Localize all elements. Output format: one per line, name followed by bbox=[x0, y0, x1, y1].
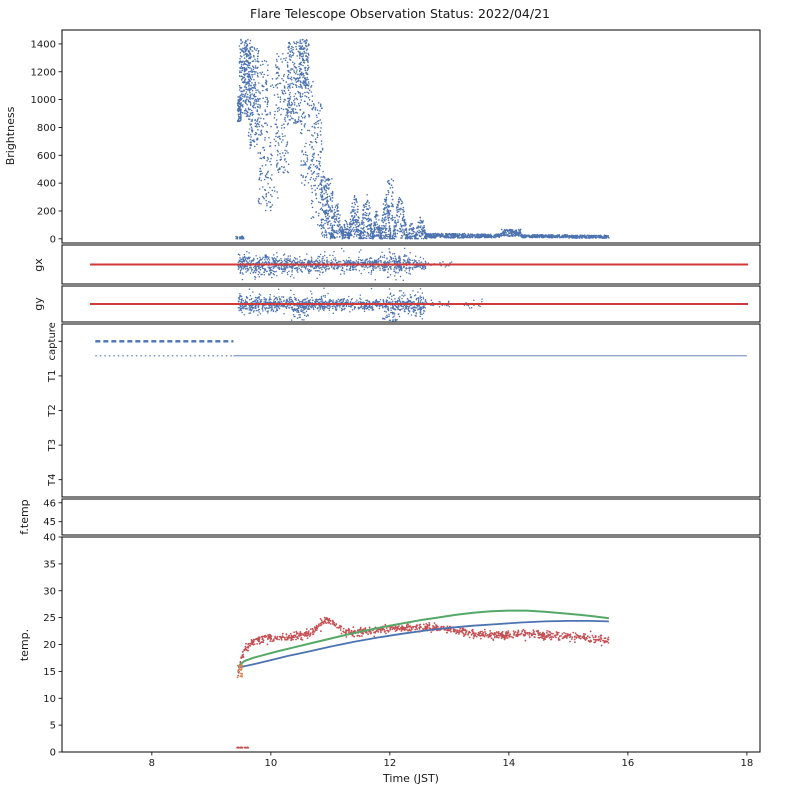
y-tick-label: 5 bbox=[50, 721, 56, 732]
category-label: T2 bbox=[47, 404, 58, 417]
panel-temp bbox=[61, 536, 761, 753]
x-tick-label: 14 bbox=[503, 758, 516, 769]
x-tick-label: 8 bbox=[149, 758, 155, 769]
category-label: T1 bbox=[47, 370, 58, 383]
y-axis-label-brightness: Brightness bbox=[4, 106, 17, 165]
plot-layers: 0200400600800100012001400captureT1T2T3T4… bbox=[31, 29, 761, 769]
y-tick-label: 600 bbox=[37, 151, 56, 162]
y-tick-label: 10 bbox=[43, 694, 56, 705]
panel-gx bbox=[61, 244, 761, 285]
y-tick-label: 800 bbox=[37, 123, 56, 134]
panel-capture bbox=[61, 323, 761, 498]
series-green bbox=[237, 609, 610, 668]
category-label: T4 bbox=[47, 473, 58, 486]
y-tick-label: 15 bbox=[43, 667, 56, 678]
x-axis-label: Time (JST) bbox=[382, 772, 439, 785]
y-tick-label: 0 bbox=[50, 234, 56, 245]
y-tick-label: 30 bbox=[43, 586, 56, 597]
chart-title: Flare Telescope Observation Status: 2022… bbox=[250, 6, 550, 21]
y-axis-label-temp: temp. bbox=[18, 629, 31, 661]
y-tick-label: 20 bbox=[43, 640, 56, 651]
y-tick-label: 1200 bbox=[31, 67, 56, 78]
x-tick-label: 16 bbox=[622, 758, 635, 769]
y-axis-label-gy: gy bbox=[32, 297, 45, 311]
category-label: T3 bbox=[47, 439, 58, 452]
y-tick-label: 45 bbox=[43, 517, 56, 528]
x-tick-label: 10 bbox=[264, 758, 277, 769]
series-orange-start bbox=[236, 664, 244, 679]
panel-gy bbox=[61, 285, 761, 323]
series-blue bbox=[237, 620, 609, 669]
y-tick-label: 1400 bbox=[31, 39, 56, 50]
brightness-points bbox=[235, 38, 610, 240]
y-tick-label: 25 bbox=[43, 613, 56, 624]
y-tick-label: 0 bbox=[50, 748, 56, 759]
y-axis-label-gx: gx bbox=[32, 258, 45, 272]
y-axis-label-ftemp: f.temp bbox=[18, 499, 31, 534]
x-tick-label: 12 bbox=[384, 758, 397, 769]
x-tick-label: 18 bbox=[741, 758, 754, 769]
y-tick-label: 40 bbox=[43, 533, 56, 544]
panel-f-temp bbox=[61, 498, 761, 536]
category-label: capture bbox=[47, 322, 58, 360]
y-tick-label: 1000 bbox=[31, 95, 56, 106]
y-tick-label: 35 bbox=[43, 559, 56, 570]
panel-brightness bbox=[61, 29, 761, 244]
y-tick-label: 400 bbox=[37, 179, 56, 190]
y-tick-label: 200 bbox=[37, 206, 56, 217]
y-tick-label: 46 bbox=[43, 498, 56, 509]
